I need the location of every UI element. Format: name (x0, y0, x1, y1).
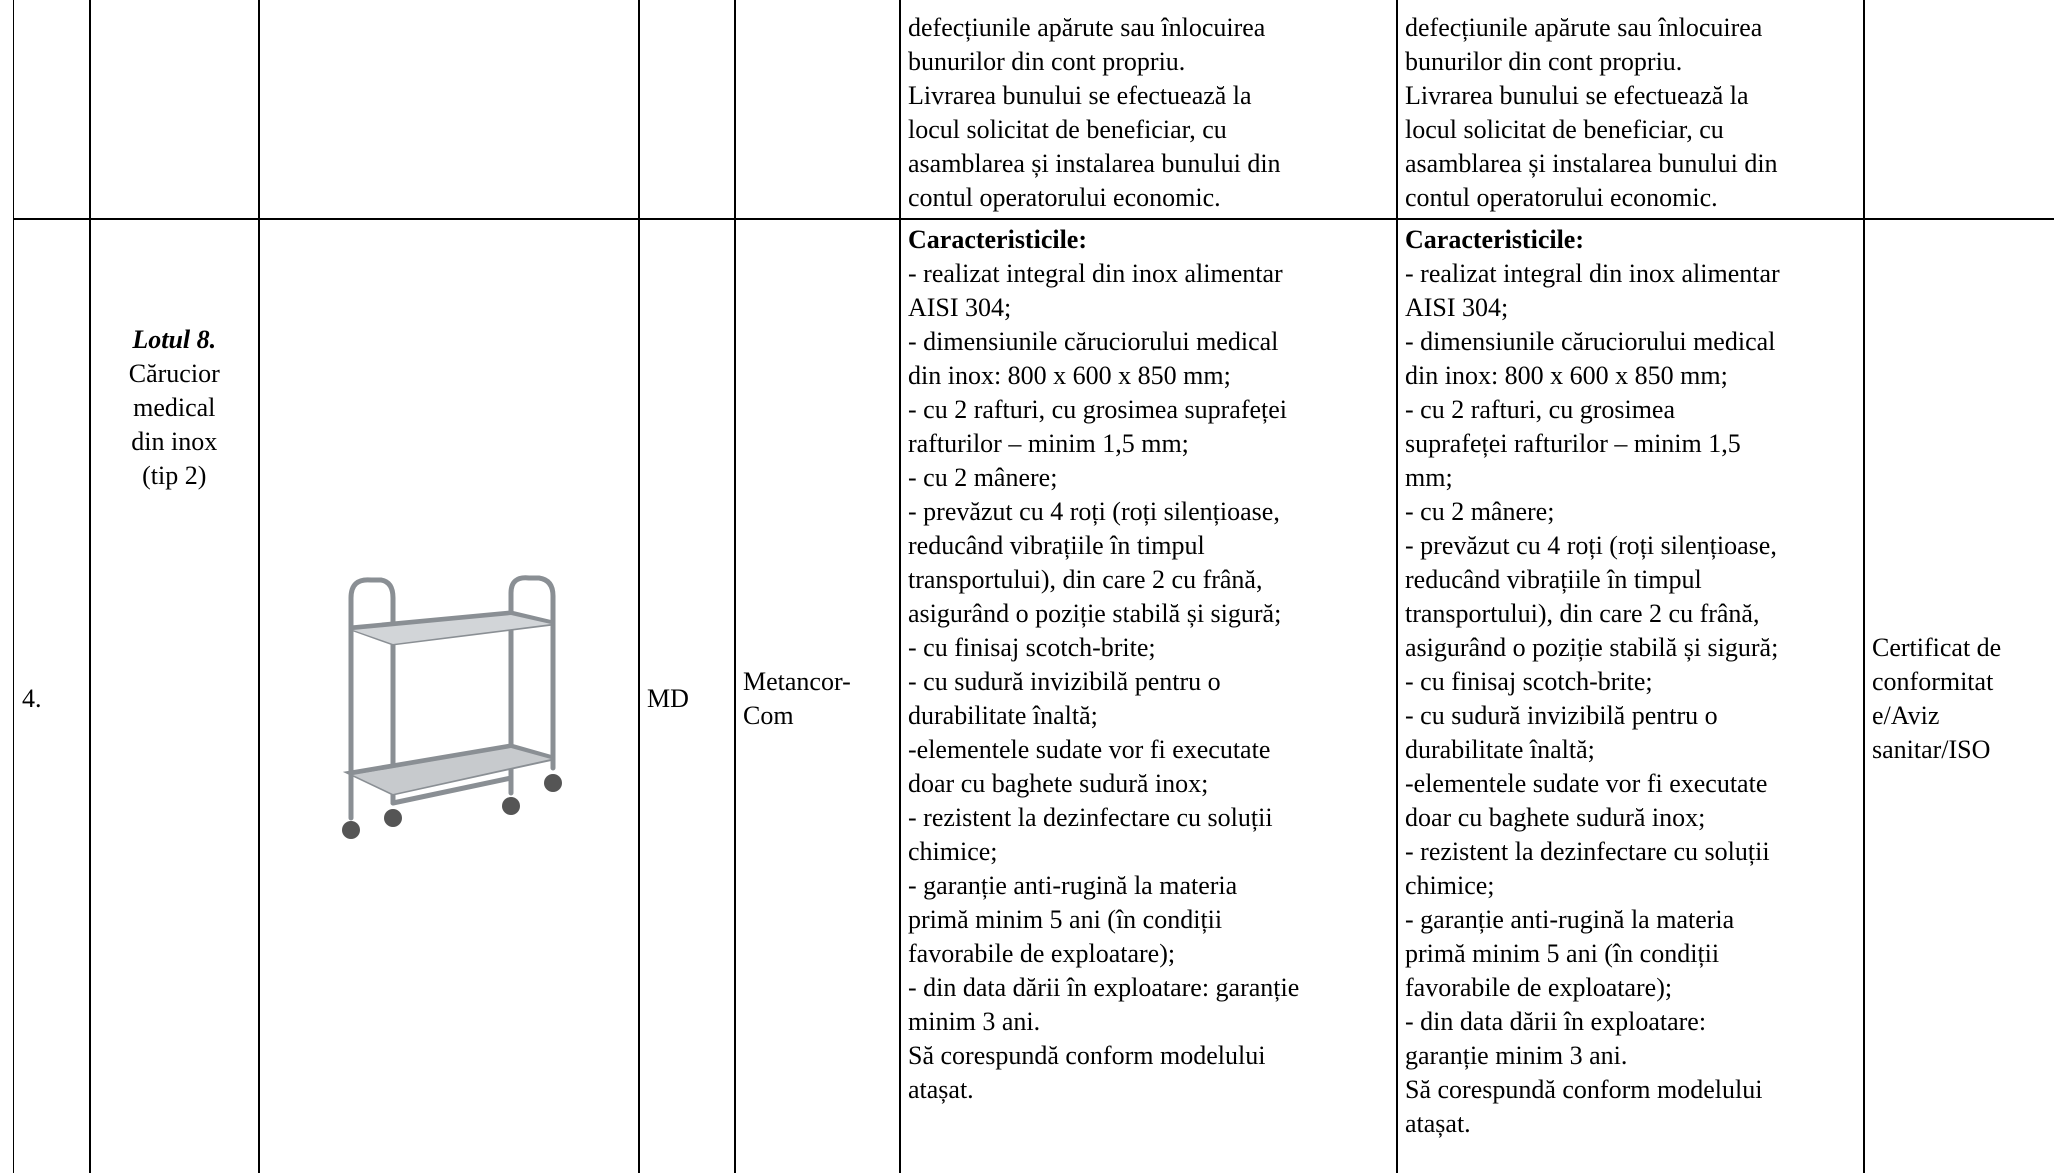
cell-text: atașat. (908, 1075, 974, 1104)
cell-text: bunurilor din cont propriu. (1405, 47, 1683, 76)
cell-text: rafturilor – minim 1,5 mm; (908, 429, 1189, 458)
cell-text: (tip 2) (142, 461, 207, 490)
table-cell: defecțiunile apărute sau înlocuirea bunur… (899, 0, 1398, 220)
cell-text: - dimensiunile căruciorului medical (1405, 327, 1776, 356)
cell-text: transportului), din care 2 cu frână, (908, 565, 1263, 594)
table-cell (1863, 0, 2054, 220)
cell-text: - cu 2 mânere; (1405, 497, 1555, 526)
cell-text: suprafeței rafturilor – minim 1,5 (1405, 429, 1741, 458)
cell-text: atașat. (1405, 1109, 1471, 1138)
cell-text: minim 3 ani. (908, 1007, 1041, 1036)
cell-text: AISI 304; (908, 293, 1012, 322)
table-cell (13, 0, 91, 220)
cell-text: primă minim 5 ani (în condiții (1405, 939, 1720, 968)
cell-text: - cu finisaj scotch-brite; (908, 633, 1156, 662)
cell-text: doar cu baghete sudură inox; (1405, 803, 1706, 832)
table-cell (89, 0, 260, 220)
cell-text: din inox: 800 x 600 x 850 mm; (908, 361, 1231, 390)
cell-text: - din data dării în exploatare: garanție (908, 973, 1300, 1002)
cell-text: - realizat integral din inox alimentar (1405, 259, 1780, 288)
cell-text: - garanție anti-rugină la materia (908, 871, 1238, 900)
cell-text: Metancor- (743, 667, 851, 696)
cell-text: - realizat integral din inox alimentar (908, 259, 1283, 288)
table-cell: Certificat de conformitat e/Aviz sanitar/IS… (1863, 218, 2054, 1173)
cell-text: defecțiunile apărute sau înlocuirea (1405, 13, 1763, 42)
cell-text: contul operatorului economic. (908, 183, 1221, 212)
cell-text: chimice; (908, 837, 998, 866)
cell-text: -elementele sudate vor fi executate (908, 735, 1271, 764)
table-cell (638, 0, 736, 220)
cell-text: mm; (1405, 463, 1453, 492)
cell-text: e/Aviz (1872, 701, 1940, 730)
cell-text: chimice; (1405, 871, 1495, 900)
cell-text: - prevăzut cu 4 roți (roți silențioase, (1405, 531, 1777, 560)
cell-text: locul solicitat de beneficiar, cu (1405, 115, 1724, 144)
cell-text: - rezistent la dezinfectare cu soluții (1405, 837, 1770, 866)
cell-text: Livrarea bunului se efectuează la (1405, 81, 1749, 110)
table-cell (734, 0, 901, 220)
table-cell: Lotul 8. Cărucior medical din inox (tip 2) (89, 218, 260, 1173)
cell-text: - dimensiunile căruciorului medical (908, 327, 1279, 356)
cell-text: durabilitate înaltă; (1405, 735, 1595, 764)
cell-text: - prevăzut cu 4 roți (roți silențioase, (908, 497, 1280, 526)
table-cell: defecțiunile apărute sau înlocuirea bunur… (1396, 0, 1865, 220)
cell-text: - rezistent la dezinfectare cu soluții (908, 803, 1273, 832)
cell-text: favorabile de exploatare); (1405, 973, 1673, 1002)
cell-text: Certificat de (1872, 633, 2002, 662)
cell-text: din inox (131, 427, 218, 456)
cell-text: transportului), din care 2 cu frână, (1405, 599, 1760, 628)
cell-text: reducând vibrațiile în timpul (1405, 565, 1702, 594)
cell-text: locul solicitat de beneficiar, cu (908, 115, 1227, 144)
cell-text: Com (743, 701, 794, 730)
cell-text: - cu sudură invizibilă pentru o (908, 667, 1221, 696)
cell-text: - cu 2 mânere; (908, 463, 1058, 492)
cell-text: - din data dării în exploatare: (1405, 1007, 1707, 1036)
cell-text: - cu sudură invizibilă pentru o (1405, 701, 1718, 730)
cell-text: Caracteristicile: (908, 225, 1088, 254)
cell-text: primă minim 5 ani (în condiții (908, 905, 1223, 934)
cell-text: bunurilor din cont propriu. (908, 47, 1186, 76)
cell-text: AISI 304; (1405, 293, 1509, 322)
cell-text: din inox: 800 x 600 x 850 mm; (1405, 361, 1728, 390)
table-cell: 4. (13, 218, 91, 1173)
cell-text: -elementele sudate vor fi executate (1405, 769, 1768, 798)
cell-text: conformitat (1872, 667, 1994, 696)
cell-text: - cu 2 rafturi, cu grosimea (1405, 395, 1676, 424)
trolley-image (342, 575, 562, 839)
cell-text: asigurând o poziție stabilă și sigură; (908, 599, 1282, 628)
cell-text: asamblarea și instalarea bunului din (908, 149, 1281, 178)
cell-text: - cu finisaj scotch-brite; (1405, 667, 1653, 696)
cell-text: MD (647, 684, 689, 713)
cell-text: doar cu baghete sudură inox; (908, 769, 1209, 798)
cell-text: garanție minim 3 ani. (1405, 1041, 1628, 1070)
cell-text: Livrarea bunului se efectuează la (908, 81, 1252, 110)
cell-text: durabilitate înaltă; (908, 701, 1098, 730)
table-cell: Metancor- Com (734, 218, 901, 1173)
cell-text: asigurând o poziție stabilă și sigură; (1405, 633, 1779, 662)
cell-text: Să corespundă conform modelului (908, 1041, 1266, 1070)
cell-text: defecțiunile apărute sau înlocuirea (908, 13, 1266, 42)
cell-text: Cărucior (128, 359, 220, 388)
table-cell (258, 218, 640, 1173)
cell-text: asamblarea și instalarea bunului din (1405, 149, 1778, 178)
cell-text: sanitar/ISO (1872, 735, 1991, 764)
table-cell: MD (638, 218, 736, 1173)
cell-text: Să corespundă conform modelului (1405, 1075, 1763, 1104)
table-cell: Caracteristicile: - realizat integral din… (1396, 218, 1865, 1173)
cell-text: favorabile de exploatare); (908, 939, 1176, 968)
cell-text: Lotul 8. (132, 325, 217, 354)
cell-text: - garanție anti-rugină la materia (1405, 905, 1735, 934)
cell-text: reducând vibrațiile în timpul (908, 531, 1205, 560)
cell-text: Caracteristicile: (1405, 225, 1585, 254)
cell-text: 4. (22, 684, 42, 713)
cell-text: medical (133, 393, 216, 422)
cell-text: - cu 2 rafturi, cu grosimea suprafeței (908, 395, 1288, 424)
table-cell: Caracteristicile: - realizat integral din… (899, 218, 1398, 1173)
cell-text: contul operatorului economic. (1405, 183, 1718, 212)
table-cell (258, 0, 640, 220)
